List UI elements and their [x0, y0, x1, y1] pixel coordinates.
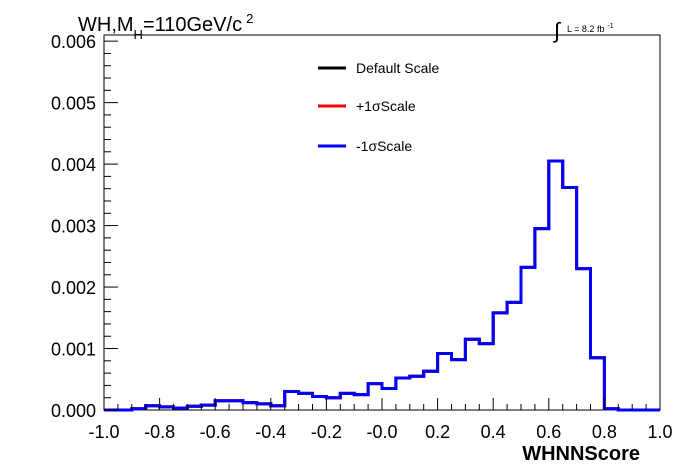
x-tick-label: -0.2	[311, 422, 342, 442]
x-tick-label: 0.2	[425, 422, 450, 442]
chart-title-subscript: H	[134, 27, 143, 42]
x-tick-label: -0.4	[255, 422, 286, 442]
y-tick-label: 0.001	[51, 340, 96, 360]
y-tick-label: 0.004	[51, 155, 96, 175]
x-tick-label: -1.0	[88, 422, 119, 442]
x-axis-label: WHNNScore	[522, 443, 640, 465]
y-tick-label: 0.005	[51, 94, 96, 114]
x-tick-label: -0.0	[366, 422, 397, 442]
chart-title-main: WH,M	[78, 14, 134, 36]
lumi-superscript: -1	[607, 23, 613, 30]
legend-label-minus1sigma: -1σScale	[356, 138, 412, 154]
legend-label-default: Default Scale	[356, 60, 439, 76]
lumi-text: L = 8.2 fb	[567, 24, 604, 34]
y-tick-label: 0.002	[51, 278, 96, 298]
lumi-integral-symbol: ∫	[552, 18, 562, 43]
chart-title-rest: =110GeV/c	[143, 14, 242, 36]
legend: Default Scale +1σScale -1σScale	[318, 60, 439, 154]
x-tick-label: -0.8	[144, 422, 175, 442]
legend-label-plus1sigma: +1σScale	[356, 98, 416, 114]
x-tick-label: -0.6	[200, 422, 231, 442]
series-minus1sigma-scale	[104, 159, 660, 412]
y-tick-label: 0.000	[51, 401, 96, 421]
x-tick-label: 0.8	[592, 422, 617, 442]
x-tick-label: 0.4	[481, 422, 506, 442]
chart-title: WH,MH=110GeV/c 2	[78, 11, 253, 42]
y-tick-label: 0.006	[51, 32, 96, 52]
axis-ticks-group: -1.0 -0.8 -0.6 -0.4 -0.2 -0.0 0.2 0.4 0.6 0.8 1.0 0…	[51, 32, 673, 442]
x-tick-label: 1.0	[647, 422, 672, 442]
series-group	[104, 159, 660, 412]
y-tick-label: 0.003	[51, 217, 96, 237]
lumi-annotation: L = 8.2 fb -1	[567, 23, 614, 34]
chart-title-superscript: 2	[246, 11, 253, 26]
x-tick-label: 0.6	[536, 422, 561, 442]
